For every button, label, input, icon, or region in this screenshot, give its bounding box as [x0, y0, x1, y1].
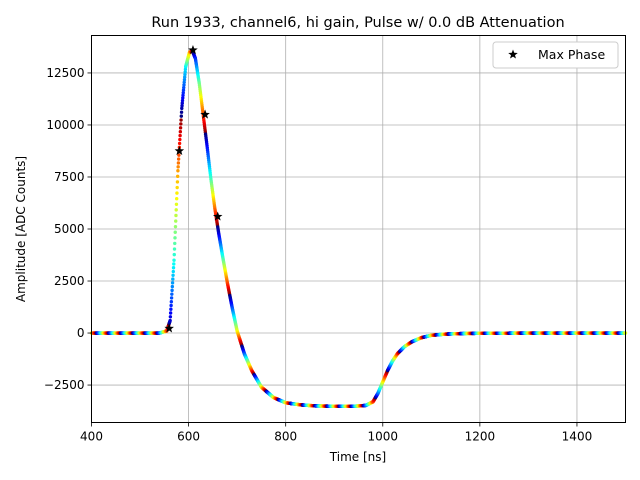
legend: Max Phase [492, 41, 619, 69]
x-tick-label: 1400 [562, 430, 593, 444]
waveform-point [168, 318, 172, 323]
max-phase-marker [212, 211, 223, 221]
y-tick-label: 7500 [54, 170, 85, 184]
waveform-point [173, 224, 178, 229]
waveform-point [175, 174, 180, 179]
waveform-point [174, 219, 178, 223]
waveform-point [176, 165, 180, 169]
waveform-point [169, 307, 173, 311]
y-tick-label: 12500 [46, 66, 84, 80]
waveform-point [170, 284, 175, 289]
waveform-point [173, 241, 177, 246]
waveform-point [181, 93, 185, 98]
max-phase-marker [188, 45, 198, 55]
legend-label: Max Phase [538, 47, 605, 62]
legend-star-marker [508, 49, 518, 59]
waveform-point [169, 303, 173, 308]
waveform-point [168, 315, 173, 319]
y-tick-label: 10000 [46, 118, 84, 132]
waveform-point [178, 126, 183, 130]
waveform-point [183, 75, 187, 79]
legend-star-icon [508, 49, 518, 59]
waveform-point [180, 98, 185, 103]
waveform-point [171, 277, 175, 281]
waveform-point [183, 67, 188, 72]
x-tick-label: 400 [80, 430, 103, 444]
waveform-point [173, 236, 177, 240]
waveform-point [174, 202, 179, 206]
waveform-point [169, 296, 174, 300]
y-tick-label: 5000 [54, 222, 85, 236]
y-axis-label: Amplitude [ADC Counts] [14, 156, 28, 302]
waveform-point [182, 78, 187, 82]
x-tick-label: 800 [274, 430, 297, 444]
waveform-point [182, 83, 186, 87]
waveform-point [183, 72, 187, 77]
waveform-trace [89, 49, 628, 408]
waveform-point [183, 70, 187, 74]
waveform-point [175, 180, 180, 184]
waveform-point [177, 141, 182, 146]
max-phase-marker [174, 145, 185, 156]
max-phase-marker [164, 323, 174, 333]
waveform-point [175, 191, 179, 195]
waveform-point [173, 230, 177, 234]
waveform-point [169, 299, 174, 304]
waveform-point [180, 104, 184, 108]
waveform-point [181, 88, 186, 92]
waveform-point [174, 208, 178, 212]
waveform-point [182, 85, 186, 90]
waveform-point [170, 292, 174, 296]
waveform-point [175, 197, 179, 201]
waveform-point [177, 153, 181, 157]
x-tick-label: 1200 [465, 430, 496, 444]
waveform-point [176, 157, 181, 161]
waveform-point [179, 118, 183, 122]
waveform-point [181, 91, 185, 95]
x-axis: 400 600 800 1000 1200 1400 [80, 422, 593, 444]
waveform-point [171, 269, 175, 274]
waveform-point [182, 80, 186, 85]
y-axis: −2500 0 2500 5000 7500 10000 12500 [44, 66, 92, 392]
waveform-point [172, 247, 177, 251]
grid [91, 35, 626, 423]
legend-box [492, 41, 619, 69]
waveform-point [174, 213, 178, 218]
y-tick-label: −2500 [44, 378, 85, 392]
waveform-point [172, 258, 176, 262]
x-tick-label: 600 [177, 430, 200, 444]
y-tick-label: 2500 [54, 274, 85, 288]
waveform-point [179, 122, 183, 126]
waveform-point [181, 96, 185, 100]
waveform-point [180, 101, 184, 105]
waveform-point [170, 288, 174, 293]
max-phase-markers [164, 45, 223, 333]
max-phase-marker [200, 109, 210, 119]
waveform-point [171, 266, 176, 270]
waveform-point [171, 273, 175, 277]
waveform-point [176, 169, 180, 173]
waveform-point [179, 110, 184, 114]
waveform-point [180, 106, 184, 111]
waveform-point [179, 114, 184, 118]
waveform-point [176, 161, 181, 165]
waveform-point [178, 133, 182, 138]
waveform-point [172, 252, 176, 257]
x-tick-label: 1000 [367, 430, 398, 444]
y-tick-label: 0 [77, 326, 85, 340]
chart-title: Run 1933, channel6, hi gain, Pulse w/ 0.… [151, 15, 564, 31]
x-axis-label: Time [ns] [329, 450, 386, 464]
waveform-point [178, 137, 182, 142]
waveform-point [178, 130, 183, 134]
waveform-point [175, 185, 179, 190]
waveform-point [170, 281, 175, 285]
waveform-point [172, 262, 176, 266]
waveform-point [168, 311, 173, 315]
